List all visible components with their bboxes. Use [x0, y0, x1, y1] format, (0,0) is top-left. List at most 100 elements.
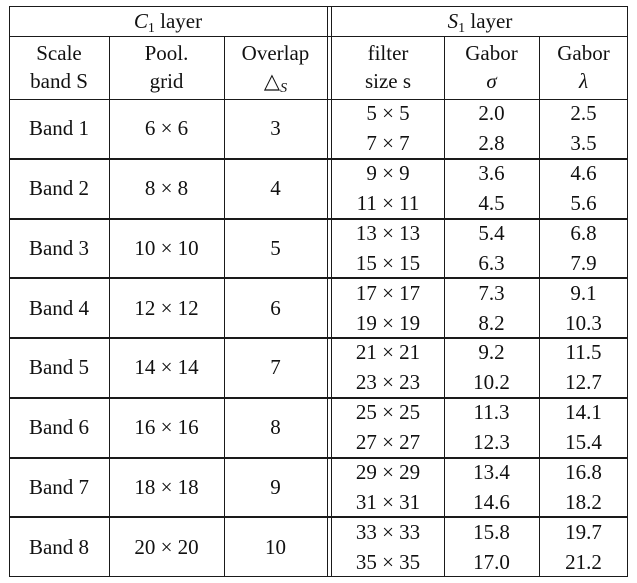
- gabor-lambda-cell: 19.7: [565, 519, 602, 544]
- band-name-cell: Band 1: [28, 116, 90, 141]
- column-rule: [444, 36, 445, 577]
- gabor-sigma-cell: 14.6: [473, 489, 510, 514]
- filter-size-cell: 17 × 17: [355, 280, 421, 305]
- filter-size-cell: 9 × 9: [366, 161, 410, 186]
- gabor-lambda-cell: 16.8: [565, 459, 602, 484]
- filter-size-cell: 7 × 7: [366, 131, 410, 156]
- filter-size-cell: 31 × 31: [355, 489, 421, 514]
- gabor-sigma-cell: 11.3: [473, 400, 510, 425]
- band-separator-rule: [9, 516, 628, 519]
- header-sigma: Gabor σ: [444, 43, 539, 92]
- header-pool: Pool. grid: [109, 43, 224, 92]
- filter-size-cell: 35 × 35: [355, 549, 421, 574]
- overlap-cell: 8: [270, 415, 281, 440]
- band-name-cell: Band 4: [28, 295, 90, 320]
- filter-size-cell: 23 × 23: [355, 370, 421, 395]
- gabor-lambda-cell: 12.7: [565, 370, 602, 395]
- overlap-cell: 7: [270, 355, 281, 380]
- c1-word: layer: [160, 9, 203, 33]
- header-pool-line2: grid: [149, 69, 184, 93]
- gabor-lambda-cell: 11.5: [565, 340, 602, 365]
- header-scale-line1: Scale: [36, 41, 82, 65]
- overlap-cell: 4: [270, 176, 281, 201]
- header-scale-line2: band S: [30, 69, 88, 93]
- gabor-lambda-cell: 10.3: [565, 310, 602, 335]
- band-separator-rule: [9, 396, 628, 399]
- gabor-sigma-cell: 5.4: [478, 220, 505, 245]
- c1-symbol: C: [133, 9, 148, 33]
- gabor-lambda-cell: 21.2: [565, 549, 602, 574]
- band-name-cell: Band 3: [28, 235, 90, 260]
- pool-grid-cell: 12 × 12: [134, 295, 199, 320]
- pool-grid-cell: 14 × 14: [134, 355, 199, 380]
- pool-grid-cell: 18 × 18: [134, 474, 199, 499]
- gabor-lambda-cell: 9.1: [570, 280, 597, 305]
- header-filter-line2: size s: [364, 69, 412, 93]
- gabor-sigma-cell: 2.8: [478, 131, 505, 156]
- gabor-sigma-cell: 3.6: [478, 161, 505, 186]
- filter-size-cell: 27 × 27: [355, 430, 421, 455]
- band-separator-rule: [9, 456, 628, 459]
- header-pool-line1: Pool.: [144, 41, 189, 65]
- overlap-cell: 3: [270, 116, 281, 141]
- filter-size-cell: 33 × 33: [355, 519, 421, 544]
- column-rule: [224, 36, 225, 577]
- gabor-lambda-cell: 7.9: [570, 250, 597, 275]
- header-scale: Scale band S: [9, 43, 109, 92]
- filter-size-cell: 21 × 21: [355, 340, 421, 365]
- overlap-cell: 9: [270, 474, 281, 499]
- c1-sub: 1: [147, 21, 155, 36]
- gabor-sigma-cell: 15.8: [473, 519, 510, 544]
- band-name-cell: Band 7: [28, 474, 90, 499]
- header-overlap-sub: S: [280, 81, 288, 96]
- top-rule: [9, 6, 628, 7]
- s1-symbol: S: [447, 9, 459, 33]
- pool-grid-cell: 20 × 20: [134, 534, 199, 559]
- gabor-lambda-cell: 5.6: [570, 191, 597, 216]
- gabor-sigma-cell: 9.2: [478, 340, 505, 365]
- header-filter-line1: filter: [367, 41, 409, 65]
- band-separator-rule: [9, 337, 628, 339]
- gabor-lambda-cell: 6.8: [570, 220, 597, 245]
- overlap-cell: 6: [270, 295, 281, 320]
- header-overlap: Overlap △S: [224, 41, 327, 96]
- gabor-sigma-cell: 13.4: [473, 459, 510, 484]
- gabor-sigma-cell: 4.5: [478, 191, 505, 216]
- column-rule: [109, 36, 110, 577]
- gabor-sigma-cell: 2.0: [478, 101, 505, 126]
- overlap-cell: 5: [270, 235, 281, 260]
- band-separator-rule: [9, 157, 628, 160]
- pool-grid-cell: 10 × 10: [134, 235, 199, 260]
- band-name-cell: Band 6: [28, 415, 90, 440]
- overlap-cell: 10: [265, 534, 286, 559]
- gabor-lambda-cell: 15.4: [565, 430, 602, 455]
- gabor-sigma-cell: 7.3: [478, 280, 505, 305]
- header-overlap-line1: Overlap: [241, 41, 310, 65]
- group-header-rule: [9, 36, 628, 37]
- band-name-cell: Band 5: [28, 355, 90, 380]
- filter-size-cell: 29 × 29: [355, 459, 421, 484]
- gabor-lambda-cell: 14.1: [565, 400, 602, 425]
- filter-size-cell: 11 × 11: [356, 191, 420, 216]
- column-rule: [539, 36, 540, 577]
- header-sigma-line1: Gabor: [465, 41, 518, 65]
- bottom-rule: [9, 576, 628, 577]
- gabor-sigma-cell: 8.2: [478, 310, 505, 335]
- gabor-sigma-cell: 10.2: [473, 370, 510, 395]
- double-rule-right: [331, 6, 332, 577]
- band-name-cell: Band 2: [28, 176, 90, 201]
- band-name-cell: Band 8: [28, 534, 90, 559]
- pool-grid-cell: 8 × 8: [144, 176, 189, 201]
- header-bottom-rule: [9, 99, 628, 100]
- header-lambda-line2: λ: [578, 69, 589, 93]
- gabor-sigma-cell: 6.3: [478, 250, 505, 275]
- filter-size-cell: 25 × 25: [355, 400, 421, 425]
- gabor-lambda-cell: 3.5: [570, 131, 597, 156]
- gabor-lambda-cell: 18.2: [565, 489, 602, 514]
- gabor-lambda-cell: 4.6: [570, 161, 597, 186]
- filter-size-cell: 13 × 13: [355, 220, 421, 245]
- header-lambda: Gabor λ: [539, 43, 628, 92]
- c1-layer-header: C1 layer: [9, 9, 327, 36]
- gabor-lambda-cell: 2.5: [570, 101, 597, 126]
- header-sigma-line2: σ: [486, 69, 497, 93]
